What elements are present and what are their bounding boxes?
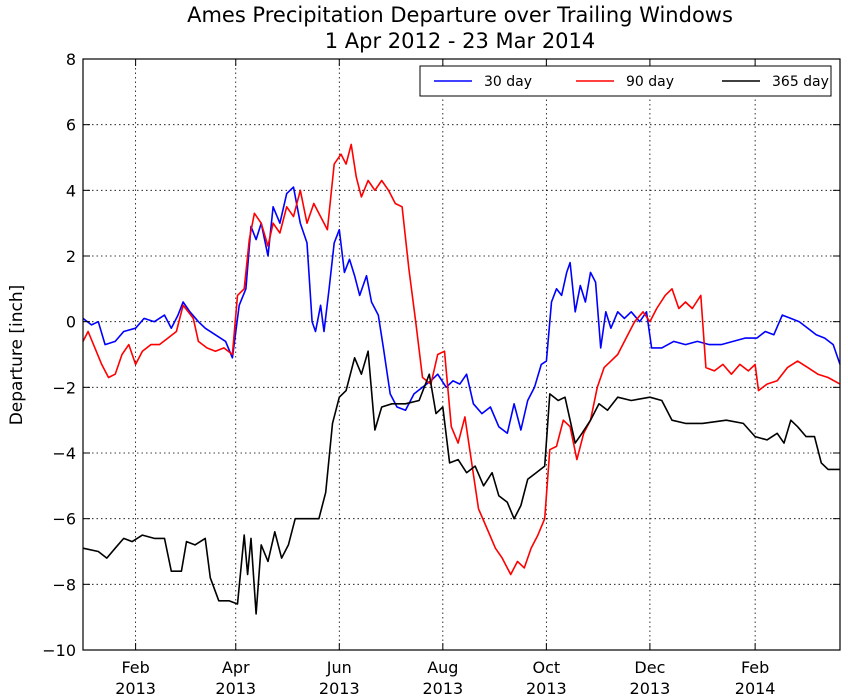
- y-tick-label: −10: [42, 641, 76, 660]
- plot-frame: [82, 58, 841, 651]
- legend: 30 day 90 day 365 day: [419, 65, 832, 97]
- y-tick-label: −6: [52, 510, 76, 529]
- series-line-30-day: [82, 186, 841, 435]
- x-tick-label-year: 2013: [526, 679, 567, 698]
- y-tick-label: −8: [52, 575, 76, 594]
- y-tick-label: −4: [52, 444, 76, 463]
- y-axis-label: Departure [inch]: [7, 285, 27, 426]
- x-tick-label-month: Dec: [634, 658, 665, 677]
- series-line-365-day: [82, 350, 840, 615]
- x-tick-label-year: 2013: [115, 679, 156, 698]
- legend-box: [419, 65, 832, 97]
- x-tick-label-year: 2013: [319, 679, 360, 698]
- legend-label: 90 day: [626, 74, 674, 90]
- y-tick-label: 8: [66, 50, 76, 69]
- x-tick-label-month: Oct: [533, 658, 561, 677]
- x-tick-label-month: Aug: [427, 658, 458, 677]
- y-tick-label: 4: [66, 181, 76, 200]
- y-tick-label: −2: [52, 378, 76, 397]
- grid-lines: [83, 59, 840, 650]
- y-tick-label: 0: [66, 313, 76, 332]
- legend-label: 365 day: [772, 74, 829, 90]
- y-tick-label: 2: [66, 247, 76, 266]
- series-layer: [82, 143, 841, 615]
- x-tick-label-month: Apr: [222, 658, 250, 677]
- series-line-90-day: [82, 143, 841, 576]
- axes: −10 −8 −6 −4 −2 0 2 4 6 8 Feb 2013 Apr 2013 Jun 2013 Aug…: [42, 50, 840, 698]
- legend-label: 30 day: [484, 74, 532, 90]
- x-tick-label-year: 2013: [630, 679, 671, 698]
- x-tick-label-year: 2013: [422, 679, 463, 698]
- chart-title: Ames Precipitation Departure over Traili…: [187, 3, 733, 27]
- chart-subtitle: 1 Apr 2012 - 23 Mar 2014: [325, 29, 596, 53]
- x-tick-label-month: Feb: [121, 658, 149, 677]
- x-tick-label-year: 2014: [735, 679, 776, 698]
- x-tick-label-month: Jun: [326, 658, 352, 677]
- x-tick-label-year: 2013: [215, 679, 256, 698]
- y-tick-label: 6: [66, 116, 76, 135]
- x-tick-label-month: Feb: [741, 658, 769, 677]
